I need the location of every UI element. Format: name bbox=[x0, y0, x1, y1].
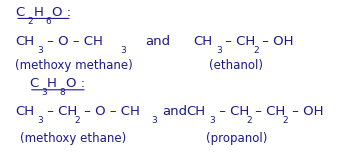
Text: 3: 3 bbox=[209, 116, 215, 125]
Text: 8: 8 bbox=[59, 88, 65, 98]
Text: 3: 3 bbox=[41, 88, 47, 98]
Text: CH: CH bbox=[15, 105, 34, 118]
Text: – OH: – OH bbox=[288, 105, 324, 118]
Text: O :: O : bbox=[52, 6, 71, 19]
Text: (methoxy methane): (methoxy methane) bbox=[15, 59, 133, 72]
Text: 2: 2 bbox=[74, 116, 80, 125]
Text: 3: 3 bbox=[216, 46, 222, 55]
Text: – O – CH: – O – CH bbox=[43, 35, 103, 48]
Text: 2: 2 bbox=[246, 116, 252, 125]
Text: 2: 2 bbox=[253, 46, 258, 55]
Text: (methoxy ethane): (methoxy ethane) bbox=[20, 132, 127, 145]
Text: H: H bbox=[33, 6, 43, 19]
Text: (ethanol): (ethanol) bbox=[209, 59, 263, 72]
Text: CH: CH bbox=[194, 35, 213, 48]
Text: 6: 6 bbox=[45, 17, 51, 26]
Text: and: and bbox=[163, 105, 188, 118]
Text: – CH: – CH bbox=[43, 105, 77, 118]
Text: (propanol): (propanol) bbox=[206, 132, 267, 145]
Text: 2: 2 bbox=[283, 116, 289, 125]
Text: – OH: – OH bbox=[258, 35, 294, 48]
Text: C: C bbox=[29, 77, 38, 90]
Text: H: H bbox=[47, 77, 57, 90]
Text: – O – CH: – O – CH bbox=[80, 105, 139, 118]
Text: 2: 2 bbox=[27, 17, 33, 26]
Text: C: C bbox=[15, 6, 24, 19]
Text: 3: 3 bbox=[120, 46, 126, 55]
Text: – CH: – CH bbox=[215, 105, 249, 118]
Text: CH: CH bbox=[15, 35, 34, 48]
Text: 3: 3 bbox=[152, 116, 157, 125]
Text: 3: 3 bbox=[38, 46, 44, 55]
Text: O :: O : bbox=[66, 77, 85, 90]
Text: CH: CH bbox=[187, 105, 206, 118]
Text: and: and bbox=[146, 35, 171, 48]
Text: 3: 3 bbox=[38, 116, 44, 125]
Text: – CH: – CH bbox=[251, 105, 285, 118]
Text: – CH: – CH bbox=[221, 35, 256, 48]
